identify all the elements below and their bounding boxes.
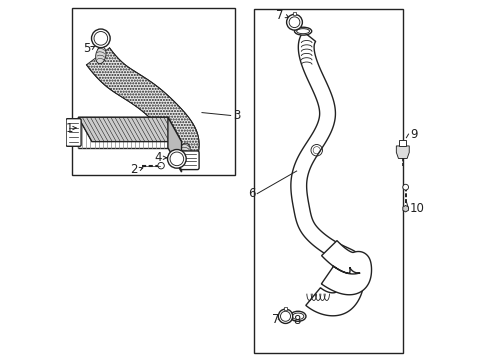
- Polygon shape: [399, 140, 406, 146]
- Text: 1: 1: [66, 122, 74, 135]
- Polygon shape: [403, 206, 409, 212]
- FancyBboxPatch shape: [180, 151, 199, 170]
- Polygon shape: [86, 48, 199, 154]
- Bar: [72, 8, 235, 175]
- Text: 10: 10: [410, 202, 425, 215]
- FancyBboxPatch shape: [66, 119, 81, 146]
- Text: 8: 8: [294, 314, 301, 327]
- Text: 9: 9: [410, 127, 417, 141]
- Polygon shape: [168, 117, 181, 172]
- Circle shape: [158, 162, 164, 169]
- Bar: [284, 307, 287, 310]
- Text: 3: 3: [234, 109, 241, 122]
- Bar: [293, 12, 296, 15]
- Text: 6: 6: [248, 187, 256, 200]
- Bar: [254, 9, 403, 353]
- Text: 5: 5: [83, 41, 90, 54]
- Circle shape: [278, 309, 293, 323]
- Polygon shape: [321, 240, 371, 295]
- Text: 7: 7: [276, 9, 283, 22]
- Polygon shape: [78, 117, 181, 141]
- Circle shape: [92, 29, 110, 48]
- Polygon shape: [396, 146, 409, 158]
- Ellipse shape: [290, 311, 306, 321]
- Circle shape: [287, 14, 302, 30]
- Text: 4: 4: [154, 151, 162, 164]
- Circle shape: [403, 184, 409, 190]
- Ellipse shape: [294, 27, 312, 35]
- Text: 8: 8: [294, 16, 301, 29]
- Polygon shape: [291, 32, 361, 268]
- Ellipse shape: [179, 143, 190, 161]
- Text: 2: 2: [130, 163, 137, 176]
- Polygon shape: [78, 117, 168, 148]
- Ellipse shape: [96, 47, 106, 64]
- Text: 7: 7: [271, 312, 279, 326]
- Circle shape: [168, 149, 186, 168]
- Polygon shape: [306, 254, 364, 316]
